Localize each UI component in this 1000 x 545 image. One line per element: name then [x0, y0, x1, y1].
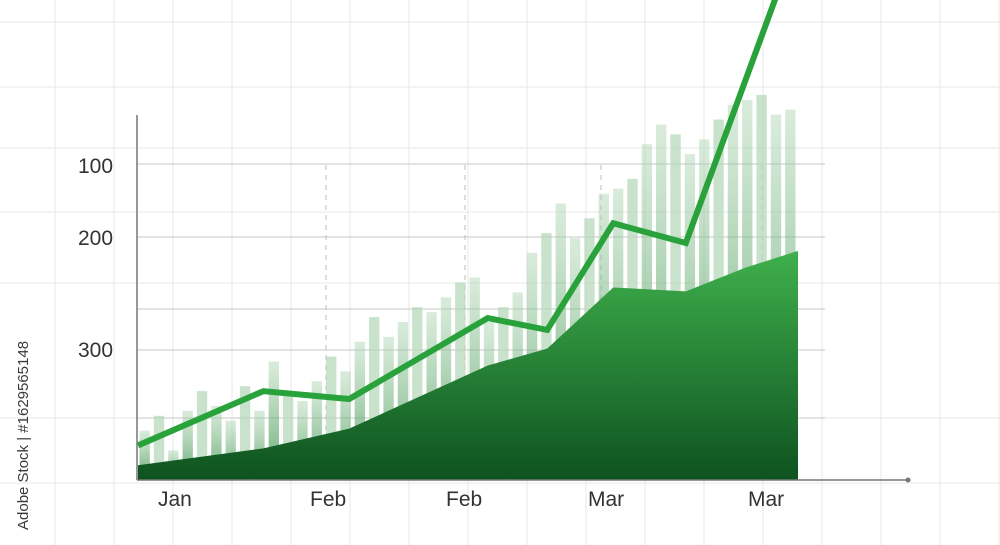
- bar: [354, 341, 366, 480]
- trend-line: [136, 0, 779, 449]
- bar: [211, 405, 222, 480]
- stock-watermark-text: Adobe Stock | #1629565148: [15, 341, 32, 530]
- bar: [397, 322, 409, 480]
- bar: [282, 391, 294, 480]
- bar: [254, 410, 265, 480]
- bar: [369, 317, 380, 480]
- trend-line-series: [136, 0, 779, 449]
- bar: [268, 361, 279, 480]
- y-tick-label: 200: [78, 227, 113, 250]
- x-tick-label: Jan: [158, 488, 192, 511]
- bar: [139, 430, 150, 480]
- x-tick-label: Mar: [588, 488, 624, 511]
- bar: [239, 386, 251, 480]
- bar: [225, 420, 236, 480]
- bar: [182, 410, 193, 480]
- bar: [326, 356, 337, 480]
- bar: [383, 336, 394, 480]
- bar: [311, 381, 323, 480]
- area-series: [138, 250, 798, 480]
- area-fill: [138, 250, 798, 480]
- bar: [340, 371, 351, 480]
- y-tick-label: 100: [78, 155, 113, 178]
- bar: [196, 391, 208, 480]
- bar: [412, 307, 423, 480]
- bar: [153, 415, 165, 480]
- x-tick-label: Feb: [446, 488, 482, 511]
- y-tick-label: 300: [78, 339, 113, 362]
- x-tick-label: Mar: [748, 488, 784, 511]
- x-axis-end-dot: [905, 477, 911, 483]
- x-tick-label: Feb: [310, 488, 346, 511]
